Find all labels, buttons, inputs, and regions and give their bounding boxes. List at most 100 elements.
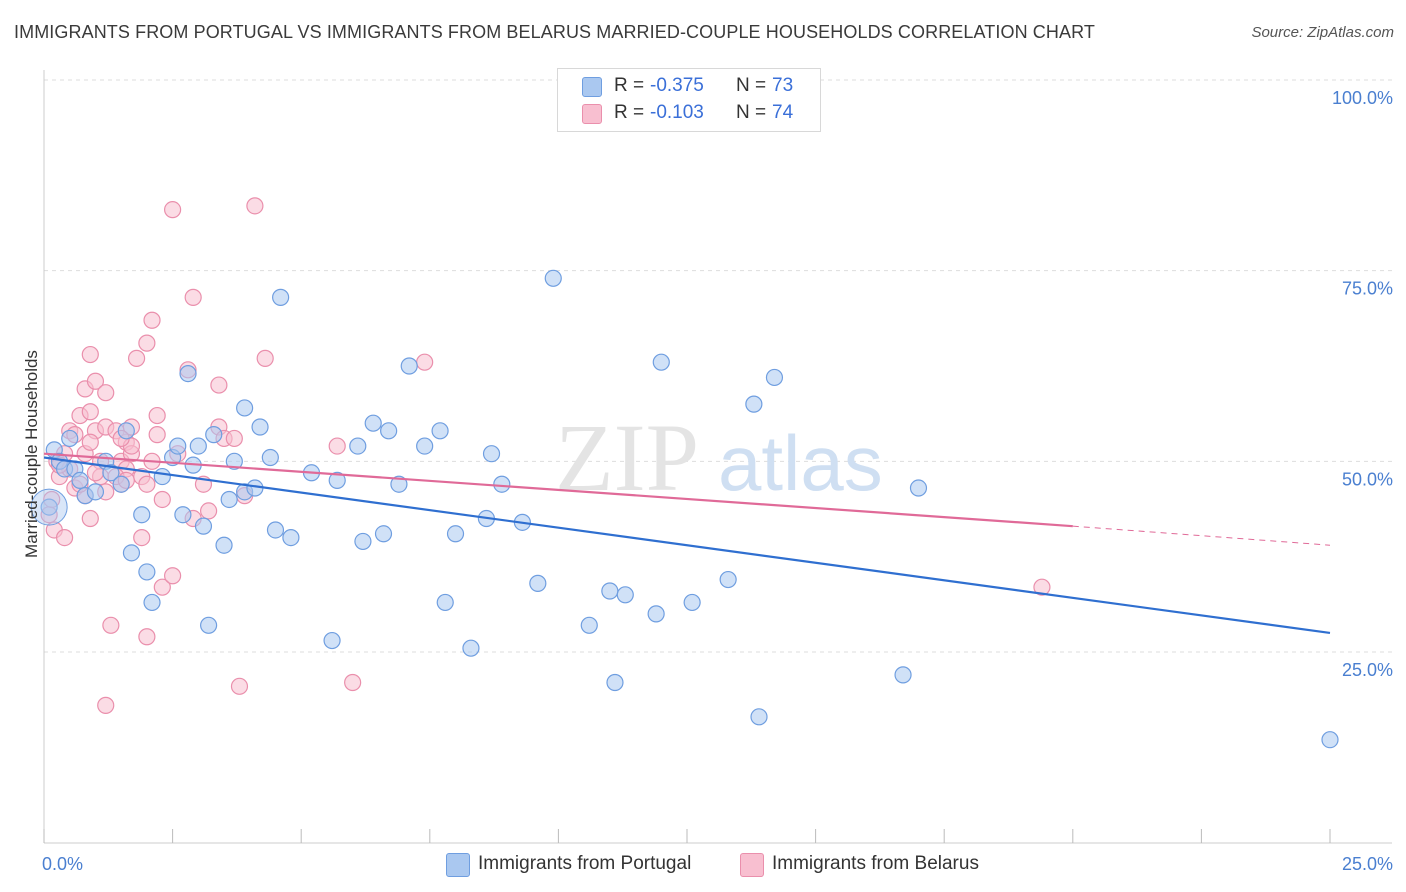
belarus-point <box>102 616 120 634</box>
portugal-point <box>683 593 701 612</box>
bottom-legend-label-portugal: Immigrants from Portugal <box>478 853 692 874</box>
portugal-point <box>482 445 501 463</box>
portugal-cluster-point <box>30 488 68 526</box>
portugal-point <box>909 479 928 497</box>
portugal-point <box>71 471 89 489</box>
portugal-point <box>122 544 141 562</box>
legend-r-value-portugal: -0.375 <box>650 75 704 96</box>
portugal-point <box>215 536 233 554</box>
portugal-point <box>601 582 619 600</box>
portugal-point <box>143 593 161 612</box>
portugal-point <box>200 616 218 634</box>
chart-title: IMMIGRANTS FROM PORTUGAL VS IMMIGRANTS F… <box>14 22 1095 42</box>
portugal-point <box>40 498 58 516</box>
portugal-point <box>194 517 213 535</box>
portugal-point <box>112 475 130 493</box>
belarus-point <box>344 673 362 692</box>
legend-swatch-belarus <box>582 104 602 124</box>
portugal-point <box>225 452 243 470</box>
watermark-zip: ZIP <box>555 404 699 511</box>
portugal-point <box>261 448 279 467</box>
trend-lines <box>43 452 1331 635</box>
portugal-point <box>765 368 784 387</box>
portugal-point <box>529 574 547 592</box>
portugal-point <box>390 475 408 493</box>
bottom-legend-swatch-portugal <box>446 853 470 877</box>
portugal-point <box>364 414 382 432</box>
watermark-atlas: atlas <box>718 419 883 507</box>
axes <box>43 70 1392 844</box>
belarus-point <box>143 311 161 329</box>
portugal-point <box>580 616 598 634</box>
belarus-point <box>97 384 115 402</box>
belarus-point <box>81 433 99 451</box>
portugal-point <box>323 631 341 650</box>
legend-n-value-belarus: 74 <box>772 102 794 123</box>
belarus-point <box>138 334 156 352</box>
portugal-point <box>251 418 269 436</box>
belarus-point <box>55 528 74 547</box>
legend-n-value-portugal: 73 <box>772 75 794 96</box>
belarus-point <box>97 696 115 714</box>
belarus-point <box>81 509 99 528</box>
legend-n-label: N = <box>736 102 767 123</box>
legend-swatch-portugal <box>582 77 602 97</box>
legend-n-label: N = <box>736 75 767 96</box>
portugal-point <box>133 506 151 524</box>
belarus-point <box>184 288 202 306</box>
portugal-point <box>138 563 156 581</box>
y-tick-label: 75.0% <box>1342 279 1393 299</box>
portugal-point <box>117 422 135 440</box>
belarus-point <box>164 567 182 585</box>
portugal-point <box>189 437 207 455</box>
y-tick-labels: 25.0% 50.0% 75.0% 100.0% <box>1332 88 1393 680</box>
portugal-point <box>1321 731 1339 749</box>
belarus-trend-line <box>43 452 1073 528</box>
belarus-point <box>138 628 156 646</box>
belarus-point <box>246 197 264 215</box>
portugal-point <box>745 395 763 413</box>
portugal-point <box>205 426 223 444</box>
bottom-legend-label-belarus: Immigrants from Belarus <box>772 853 979 874</box>
portugal-point <box>647 605 665 623</box>
portugal-point <box>431 422 449 440</box>
belarus-point <box>127 349 146 367</box>
belarus-point <box>133 528 151 547</box>
belarus-point <box>164 201 182 219</box>
belarus-point <box>200 502 218 520</box>
portugal-point <box>102 464 120 482</box>
belarus-point <box>230 677 249 695</box>
portugal-point <box>179 365 197 383</box>
belarus-trend-line <box>1072 525 1331 546</box>
legend-r-label: R = <box>614 102 645 123</box>
portugal-point <box>544 269 562 287</box>
portugal-point <box>616 586 634 604</box>
portugal-point <box>272 288 290 306</box>
watermark: ZIP atlas <box>555 404 883 511</box>
belarus-point <box>148 426 166 444</box>
portugal-point <box>436 593 454 612</box>
portugal-point <box>328 471 346 489</box>
source-label: Source: ZipAtlas.com <box>1251 24 1394 41</box>
portugal-point <box>266 521 285 539</box>
belarus-point <box>416 353 434 371</box>
portugal-point <box>606 673 624 692</box>
belarus-point <box>256 349 274 367</box>
belarus-point <box>148 406 166 425</box>
portugal-point <box>174 506 192 524</box>
bottom-legend-swatch-belarus <box>740 853 764 877</box>
belarus-point <box>138 475 156 493</box>
portugal-point <box>349 437 367 455</box>
correlation-legend: R = -0.375 N = 73 R = -0.103 N = 74 <box>557 68 821 132</box>
portugal-point <box>400 357 418 375</box>
portugal-point <box>354 532 372 551</box>
belarus-point <box>81 403 99 421</box>
belarus-point <box>210 376 228 394</box>
gridlines <box>44 79 1392 653</box>
portugal-point <box>169 437 187 455</box>
belarus-point <box>153 578 171 596</box>
portugal-point <box>493 475 511 493</box>
belarus-point <box>86 372 105 390</box>
portugal-point <box>652 353 670 371</box>
